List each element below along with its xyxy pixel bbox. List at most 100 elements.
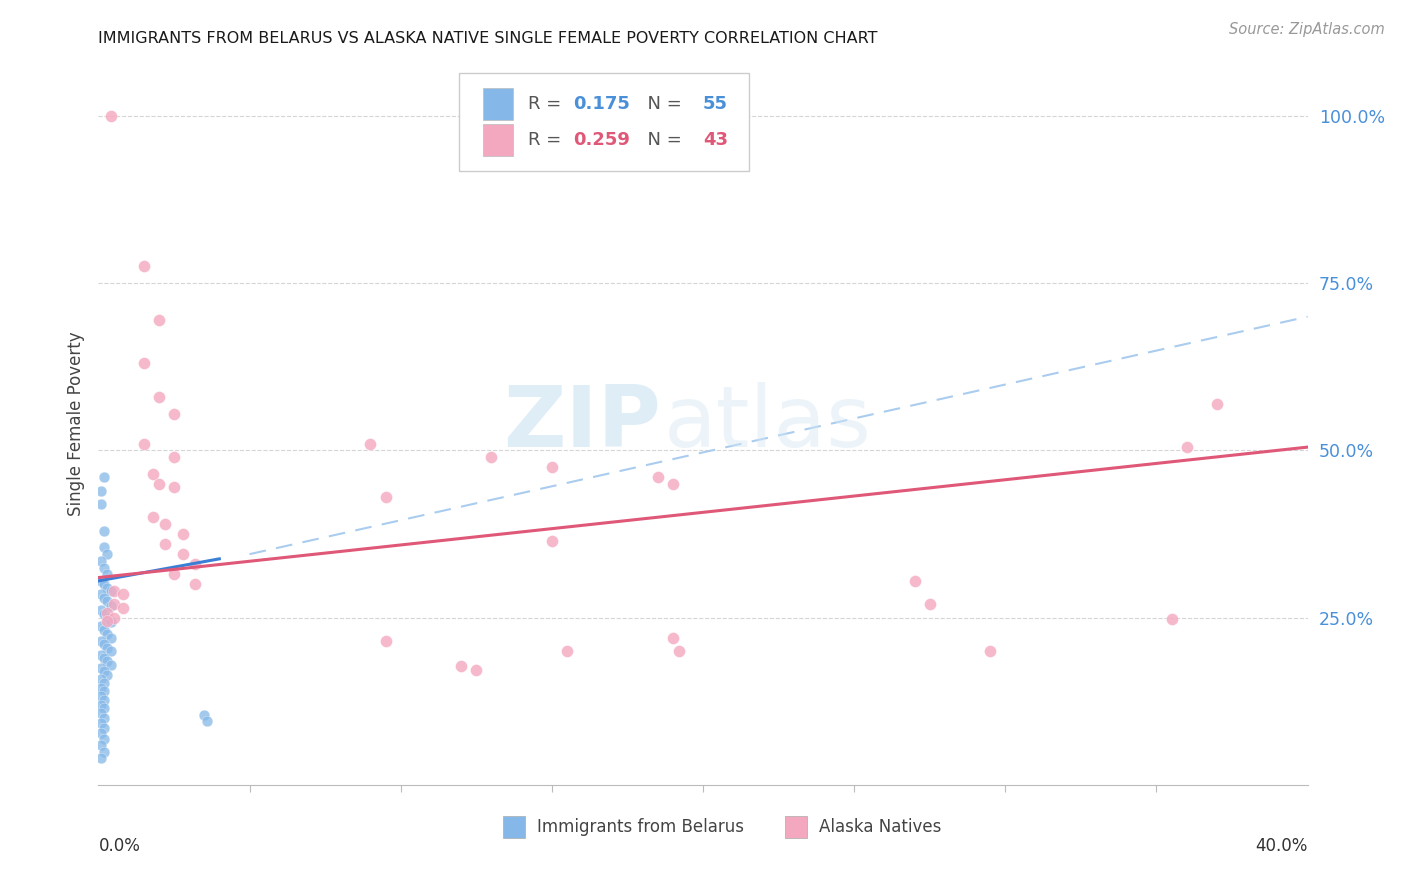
Point <box>172 547 194 561</box>
Point <box>103 611 125 625</box>
Point <box>450 658 472 673</box>
Point <box>111 600 134 615</box>
Point <box>148 476 170 491</box>
Text: Immigrants from Belarus: Immigrants from Belarus <box>537 818 744 836</box>
Point <box>100 584 122 599</box>
Point <box>163 480 186 494</box>
Point <box>93 664 115 679</box>
Point <box>90 587 112 601</box>
Point <box>360 436 382 450</box>
Point <box>142 467 165 481</box>
Point <box>1206 396 1229 410</box>
Point <box>90 738 112 752</box>
Point <box>93 693 115 707</box>
Text: R =: R = <box>527 95 567 112</box>
Point <box>195 714 218 729</box>
Point <box>1160 612 1182 626</box>
Point <box>93 711 115 725</box>
Text: 0.175: 0.175 <box>574 95 630 112</box>
Point <box>555 644 578 658</box>
Point <box>90 698 112 712</box>
Point <box>96 611 118 625</box>
Point <box>132 260 155 274</box>
Point <box>96 594 118 608</box>
Point <box>904 574 927 588</box>
Point <box>103 584 125 599</box>
Point <box>163 407 186 421</box>
Point <box>163 450 186 464</box>
FancyBboxPatch shape <box>482 124 513 155</box>
Point <box>163 567 186 582</box>
Text: 43: 43 <box>703 131 728 149</box>
FancyBboxPatch shape <box>482 87 513 120</box>
Point <box>96 606 118 620</box>
Point <box>93 651 115 665</box>
Point <box>90 689 112 703</box>
Point <box>374 634 396 648</box>
Point <box>93 591 115 605</box>
Point <box>90 634 112 648</box>
Point <box>93 560 115 574</box>
Point <box>90 483 112 498</box>
Point <box>93 623 115 637</box>
Point <box>184 577 207 591</box>
Point <box>1175 440 1198 454</box>
Text: R =: R = <box>527 131 567 149</box>
Point <box>979 644 1001 658</box>
Point <box>100 599 122 613</box>
Point <box>96 626 118 640</box>
Point <box>96 654 118 668</box>
Point <box>100 615 122 629</box>
Point <box>153 516 176 531</box>
Point <box>90 554 112 568</box>
Point <box>93 577 115 591</box>
Y-axis label: Single Female Poverty: Single Female Poverty <box>66 332 84 516</box>
Text: 0.259: 0.259 <box>574 131 630 149</box>
Point <box>93 607 115 621</box>
Point <box>90 661 112 675</box>
Point <box>465 663 488 677</box>
Point <box>481 450 503 464</box>
Point <box>100 631 122 645</box>
Text: Alaska Natives: Alaska Natives <box>820 818 942 836</box>
Point <box>111 587 134 601</box>
Point <box>132 436 155 450</box>
Text: atlas: atlas <box>664 382 872 466</box>
Text: ZIP: ZIP <box>503 382 661 466</box>
Text: IMMIGRANTS FROM BELARUS VS ALASKA NATIVE SINGLE FEMALE POVERTY CORRELATION CHART: IMMIGRANTS FROM BELARUS VS ALASKA NATIVE… <box>98 31 877 46</box>
Point <box>142 510 165 524</box>
Point <box>661 631 683 645</box>
Point <box>193 707 215 722</box>
Point <box>103 598 125 612</box>
Point <box>184 557 207 572</box>
FancyBboxPatch shape <box>785 816 807 838</box>
Point <box>93 524 115 538</box>
Point <box>90 574 112 588</box>
Point <box>93 732 115 747</box>
Text: 0.0%: 0.0% <box>98 837 141 855</box>
Point <box>100 644 122 658</box>
Point <box>93 676 115 690</box>
Point <box>647 470 669 484</box>
Point <box>93 470 115 484</box>
Point <box>93 541 115 555</box>
Point <box>540 533 562 548</box>
FancyBboxPatch shape <box>458 73 749 171</box>
Point <box>93 744 115 758</box>
Point <box>90 673 112 687</box>
Point <box>90 681 112 695</box>
Point <box>100 657 122 672</box>
Point <box>153 537 176 551</box>
Point <box>172 527 194 541</box>
Point <box>90 751 112 765</box>
Point <box>90 603 112 617</box>
Point <box>148 390 170 404</box>
Point <box>93 637 115 651</box>
Text: 40.0%: 40.0% <box>1256 837 1308 855</box>
Point <box>90 497 112 511</box>
Point <box>96 547 118 561</box>
Text: 55: 55 <box>703 95 728 112</box>
Point <box>90 716 112 731</box>
Text: N =: N = <box>637 95 688 112</box>
Point <box>93 701 115 715</box>
